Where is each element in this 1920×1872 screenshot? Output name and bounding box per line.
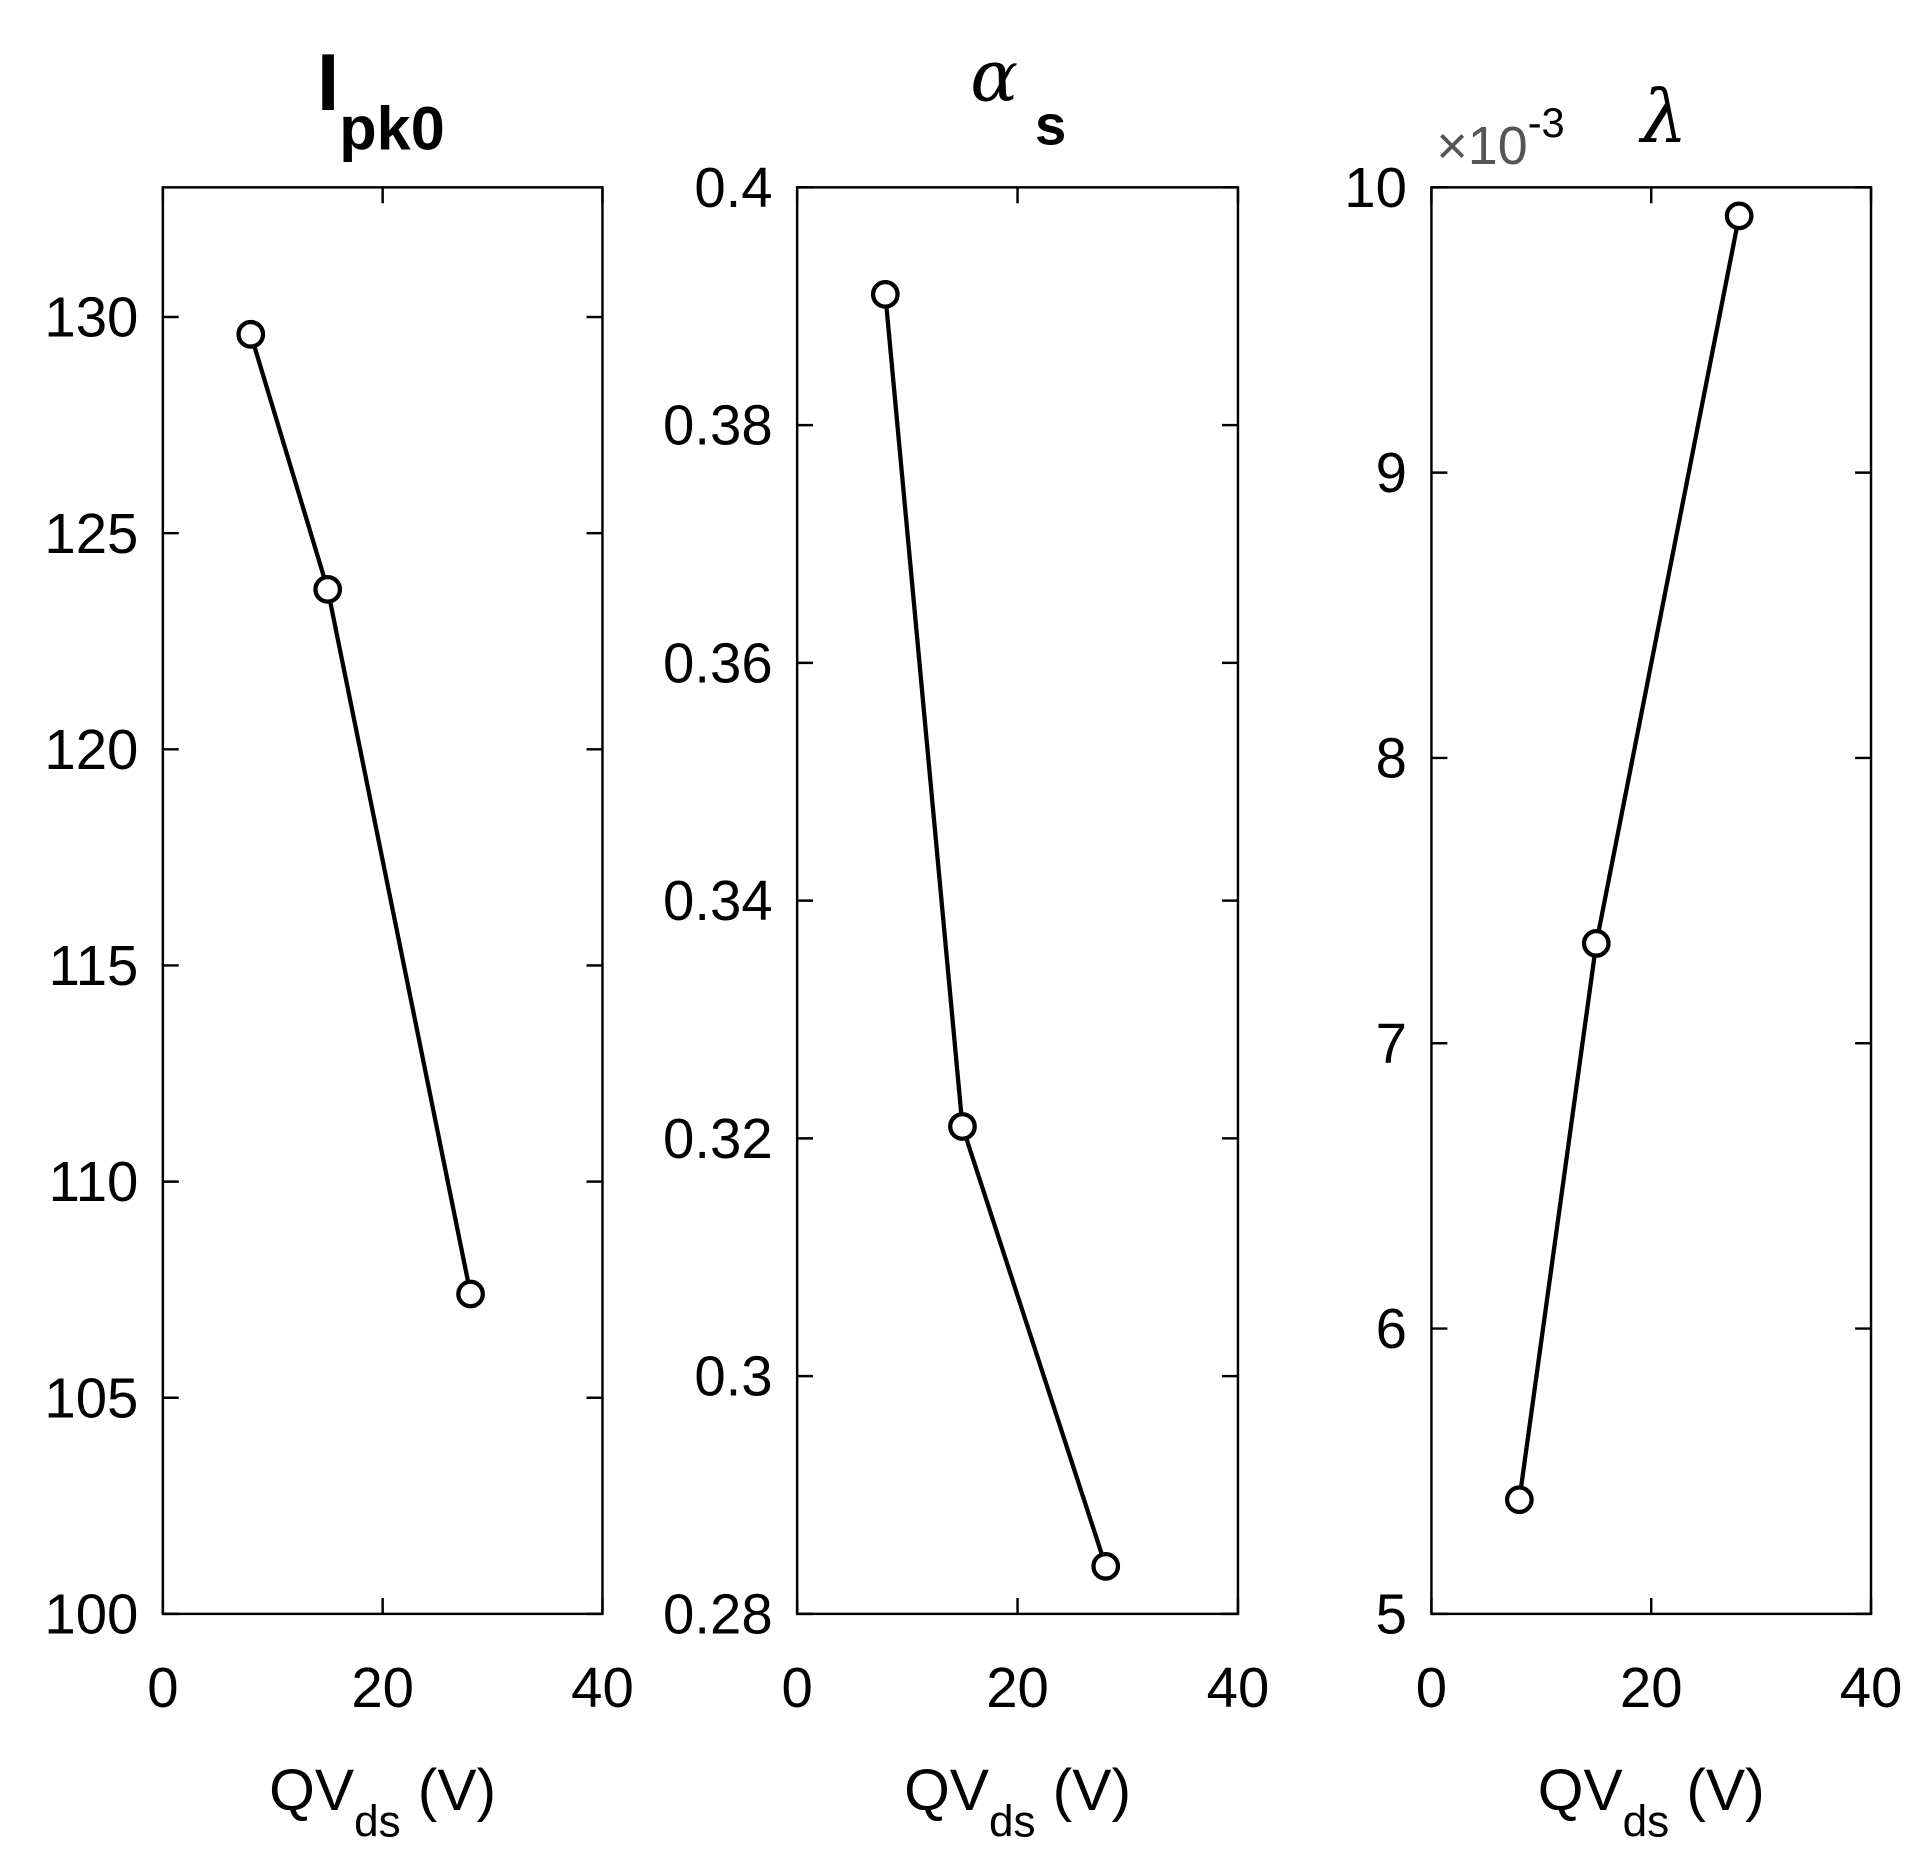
y-tick-label: 8: [1376, 727, 1407, 790]
x-tick-label: 20: [351, 1656, 414, 1719]
x-axis-label-unit: (V): [1686, 1758, 1764, 1823]
x-tick-label: 20: [1620, 1656, 1683, 1719]
x-axis-label: QVds (V): [269, 1758, 496, 1847]
x-axis-label-subscript: ds: [1623, 1798, 1670, 1847]
axes-box: [795, 186, 1240, 1616]
y-tick-label: 0.4: [694, 156, 772, 219]
y-scale-multiplier: ×10-3: [1436, 99, 1564, 176]
data-point: [1724, 201, 1754, 231]
panel-2: 0.28 0.3 0.32 0.34 0.36 0.38 0.4 0 20 40 QVds (V) αs: [663, 34, 1269, 1846]
series-line: [883, 294, 1108, 1567]
y-tick-label: 9: [1376, 441, 1407, 504]
x-axis-label-subscript: ds: [989, 1798, 1036, 1847]
y-tick-label: 0.38: [663, 394, 773, 457]
panel-3: 5 6 7 8 9 10 0 20 40 QVds (V) ×10-3 λ: [1344, 75, 1902, 1847]
panel-1: 100 105 110 115 120 125 130 0 20 40 QVds (V) Ipk0: [44, 38, 633, 1847]
x-axis-label-main: QV: [269, 1758, 354, 1823]
x-axis-label-main: QV: [904, 1758, 989, 1823]
series-line: [1517, 215, 1742, 1501]
y-tick-label: 105: [44, 1366, 138, 1429]
y-tick-label: 6: [1376, 1297, 1407, 1360]
y-tick-label: 7: [1376, 1012, 1407, 1075]
y-scale-exponent: -3: [1528, 99, 1565, 146]
x-tick-label: 40: [1840, 1656, 1903, 1719]
y-tick-label: 130: [44, 286, 138, 349]
data-point: [1091, 1551, 1121, 1581]
x-axis-label-unit: (V): [1053, 1758, 1131, 1823]
y-tick-label: 10: [1344, 156, 1407, 219]
x-axis-label: QVds (V): [904, 1758, 1131, 1847]
panel-title-subscript: pk0: [339, 94, 445, 162]
x-tick-label: 40: [571, 1656, 634, 1719]
y-tick-label: 100: [44, 1582, 138, 1645]
panel-title: Ipk0: [317, 38, 445, 162]
data-point: [456, 1279, 485, 1309]
y-tick-label: 125: [44, 502, 138, 565]
y-tick-label: 0.28: [663, 1582, 773, 1645]
y-tick-label: 5: [1376, 1582, 1407, 1645]
x-axis-label: QVds (V): [1538, 1758, 1765, 1847]
x-axis-label-unit: (V): [418, 1758, 496, 1823]
y-tick-label: 115: [49, 934, 139, 997]
y-tick-label: 0.34: [663, 869, 773, 932]
panel-title-main: I: [317, 38, 339, 128]
x-tick-label: 0: [1416, 1656, 1447, 1719]
axes-box: [161, 186, 604, 1616]
data-point: [870, 279, 900, 309]
y-tick-label: 0.36: [663, 631, 773, 694]
x-tick-label: 0: [781, 1656, 812, 1719]
data-point: [313, 574, 343, 604]
x-axis-label-main: QV: [1538, 1758, 1623, 1823]
series-line: [248, 333, 473, 1295]
panel-title-main: α: [970, 34, 1018, 117]
x-tick-label: 40: [1207, 1656, 1270, 1719]
y-tick-label: 110: [49, 1150, 139, 1213]
panel-title-subscript: s: [1035, 93, 1066, 156]
data-point: [1581, 929, 1611, 958]
panel-title-main: λ: [1638, 75, 1688, 160]
y-tick-label: 120: [44, 718, 138, 781]
y-tick-label: 0.3: [694, 1345, 772, 1408]
data-point: [948, 1112, 977, 1141]
x-tick-label: 0: [147, 1656, 178, 1719]
data-point: [1504, 1485, 1534, 1515]
data-point: [236, 319, 266, 349]
x-axis-label-subscript: ds: [354, 1798, 401, 1847]
y-tick-label: 0.32: [663, 1107, 773, 1170]
y-scale-base: ×10: [1436, 116, 1527, 176]
axes-box: [1430, 186, 1873, 1616]
x-tick-label: 20: [986, 1656, 1049, 1719]
